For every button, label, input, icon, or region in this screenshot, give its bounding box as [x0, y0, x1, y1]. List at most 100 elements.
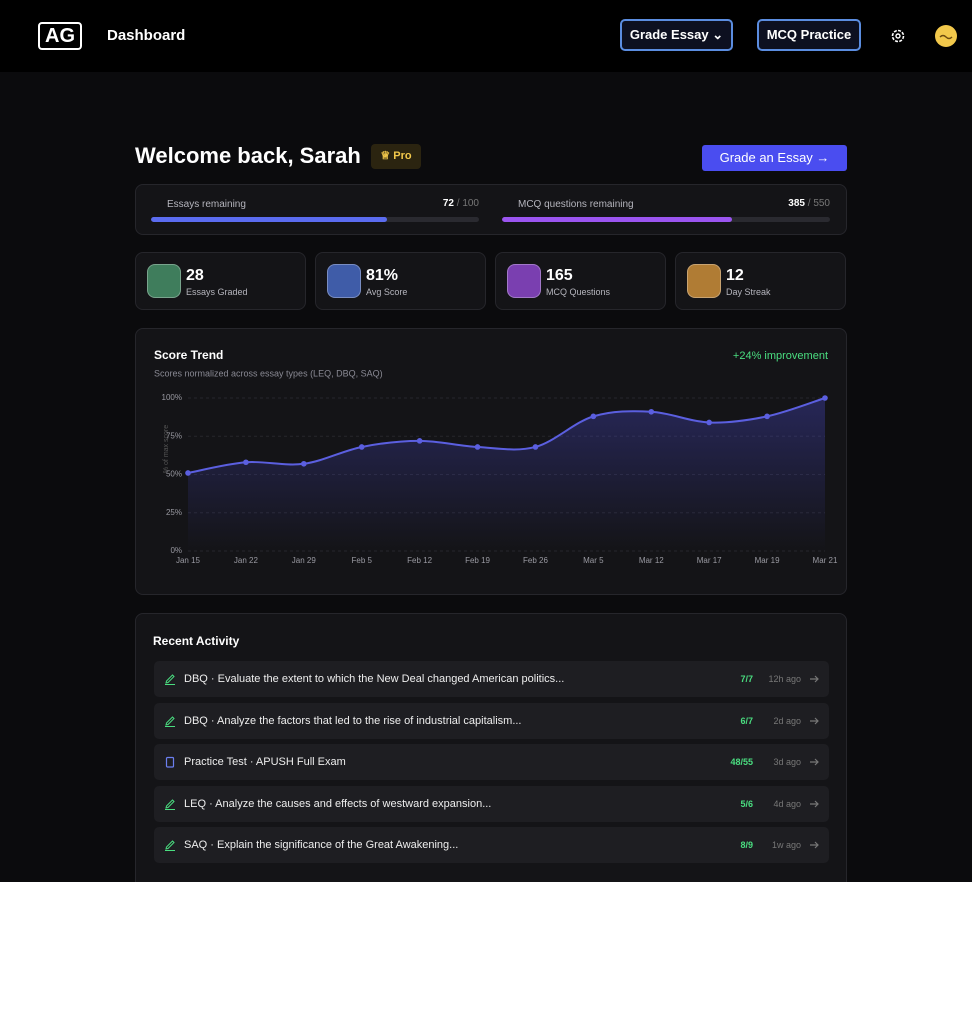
settings-icon[interactable] — [890, 28, 906, 44]
area — [188, 398, 825, 551]
arrow — [810, 675, 819, 683]
point — [764, 413, 770, 420]
point — [416, 438, 423, 444]
stat-value: 12 — [726, 267, 744, 284]
chart-subtitle: Scores normalized across essay types (LE… — [154, 368, 383, 378]
y-tick-label: 25% — [166, 508, 182, 517]
activity-score: 48/55 — [730, 757, 753, 767]
mcq-practice-button[interactable]: MCQ Practice — [757, 19, 861, 51]
activity-score: 5/6 — [740, 798, 753, 809]
activity-row[interactable]: DBQ · Analyze the factors that led to th… — [154, 702, 829, 739]
row-icon — [165, 798, 175, 810]
arrow — [810, 800, 819, 807]
x-tick-label: Jan 29 — [292, 556, 317, 565]
welcome-heading: Welcome back, Sarah — [135, 143, 361, 168]
point — [648, 408, 655, 415]
point — [590, 413, 597, 420]
x-tick-label: Feb 19 — [465, 556, 490, 565]
button-label: Grade Essay — [629, 27, 709, 42]
point — [301, 460, 307, 467]
x-tick-label: Feb 26 — [523, 556, 548, 565]
y-tick-label: 50% — [166, 470, 182, 479]
chart-card: Score Trend Scores normalized across ess… — [135, 328, 847, 595]
quota-used: 72 — [442, 198, 454, 209]
stat-value: 28 — [186, 267, 204, 284]
improvement-label: +24% improvement — [733, 350, 828, 362]
row-icon — [165, 840, 175, 851]
avatar[interactable] — [935, 25, 957, 47]
stat-label: Avg Score — [366, 287, 408, 297]
activity-time: 3d ago — [773, 757, 801, 767]
pen — [165, 798, 175, 810]
x-tick-label: Feb 12 — [407, 556, 432, 565]
activity-time: 2d ago — [773, 715, 801, 726]
arrow-icon — [810, 758, 819, 766]
point — [822, 395, 828, 401]
stat-value: 165 — [546, 267, 573, 284]
point — [185, 470, 191, 476]
quota-track — [502, 217, 830, 222]
quota-card: Essays remaining 72 100 MCQ questions rema… — [135, 184, 847, 235]
activity-row[interactable]: Practice Test · APUSH Full Exam 48/55 3d a… — [154, 744, 829, 780]
activity-score: 7/7 — [740, 674, 753, 684]
arrow-icon — [810, 717, 819, 724]
arrow — [810, 841, 819, 849]
stat-icon — [147, 264, 181, 298]
score-trend-chart: Score Trend Scores normalized across ess… — [154, 348, 838, 565]
logo[interactable]: AG — [38, 22, 82, 50]
grade-essay-cta[interactable]: Grade an Essay → — [702, 145, 847, 171]
activity-row[interactable]: SAQ · Explain the significance of the Gr… — [154, 827, 829, 863]
quota-used: 385 — [788, 198, 805, 209]
arrow — [810, 758, 819, 766]
stat-icon — [327, 264, 361, 298]
stat-value: 81% — [366, 267, 399, 284]
x-tick-label: Mar 17 — [697, 556, 722, 565]
arrow — [810, 717, 819, 724]
activity-text: Practice Test · APUSH Full Exam — [184, 756, 346, 768]
activity-text: DBQ · Evaluate the extent to which the N… — [184, 673, 565, 685]
activity-title: Recent Activity — [153, 634, 240, 648]
activity-time: 1w ago — [771, 840, 801, 850]
pro-badge: ♕ Pro — [371, 144, 421, 169]
x-tick-label: Jan 15 — [176, 556, 201, 565]
y-tick-label: 0% — [170, 546, 182, 555]
x-tick-label: Feb 5 — [351, 556, 372, 565]
x-tick-label: Jan 22 — [234, 556, 259, 565]
quota-track — [151, 217, 479, 222]
stat-label: MCQ Questions — [546, 287, 611, 297]
row-icon — [165, 715, 175, 727]
quota-total: 100 — [457, 198, 479, 209]
arrow-icon — [810, 800, 819, 807]
row-icon — [165, 674, 175, 685]
activity-score: 6/7 — [740, 715, 753, 726]
activity-time: 4d ago — [773, 798, 801, 809]
point — [358, 444, 365, 450]
row-icon — [165, 756, 175, 768]
point — [474, 444, 481, 450]
page-title: Dashboard — [107, 27, 186, 44]
app: AG Dashboard Grade Essay ⌄ MCQ Practice … — [0, 0, 972, 882]
x-tick-label: Mar 19 — [755, 556, 780, 565]
activity-row[interactable]: DBQ · Evaluate the extent to which the N… — [154, 661, 829, 697]
cta-label: Grade an Essay — [719, 150, 813, 165]
stat-icon — [687, 264, 721, 298]
grade-essay-button[interactable]: Grade Essay ⌄ — [620, 19, 733, 51]
pen — [165, 715, 175, 727]
arrow-icon — [810, 841, 819, 849]
activity-score: 8/9 — [740, 840, 753, 850]
arrow-icon — [810, 675, 819, 683]
quota-label: Essays remaining — [167, 199, 246, 210]
stat-icon — [507, 264, 541, 298]
stat-card: 12 Day Streak — [675, 252, 846, 310]
stat-card: 81% Avg Score — [315, 252, 486, 310]
quota-bar — [502, 217, 732, 222]
activity-text: DBQ · Analyze the factors that led to th… — [184, 714, 522, 727]
quota-label: MCQ questions remaining — [518, 199, 634, 210]
stat-card: 28 Essays Graded — [135, 252, 306, 310]
stat-label: Day Streak — [726, 287, 771, 297]
y-tick-label: 100% — [162, 393, 182, 402]
pen — [165, 674, 175, 685]
activity-row[interactable]: LEQ · Analyze the causes and effects of … — [154, 785, 829, 822]
